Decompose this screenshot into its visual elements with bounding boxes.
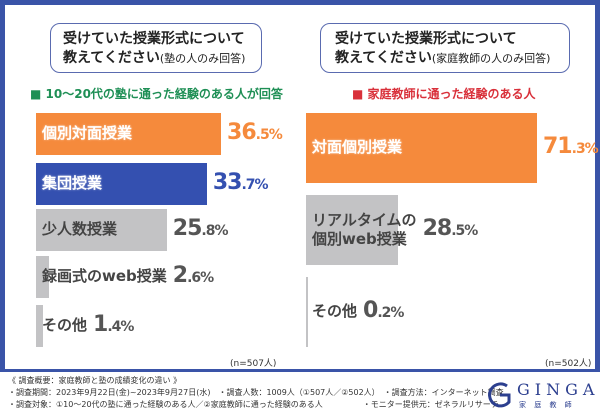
value-label: 25.8%	[172, 216, 229, 241]
value-label: 71.3%	[543, 134, 599, 159]
bar-0-1	[36, 163, 207, 205]
category-label: リアルタイムの 個別web授業	[312, 211, 417, 248]
category-label: 少人数授業	[42, 220, 118, 238]
bar-0-2	[36, 209, 167, 251]
value-label: 1.4%	[93, 312, 134, 337]
ginga-g-icon	[488, 382, 511, 408]
bar-1-2	[306, 277, 308, 347]
left-title-line2: 教えてください	[63, 50, 160, 66]
bar-0-0	[36, 113, 222, 155]
category-label: 録画式のweb授業	[42, 267, 167, 285]
category-label: 集団授業	[42, 174, 103, 192]
bar-0-3	[36, 256, 50, 298]
right-title-note: (家庭教師の人のみ回答)	[431, 52, 551, 65]
left-title-line1: 受けていた授業形式について	[63, 31, 245, 47]
right-subtitle: ■ 家庭教師に通った経験のある人	[352, 87, 536, 101]
value-label: 2.6%	[172, 263, 214, 288]
survey-footer: 《 調査概要：家庭教師と塾の成績変化の違い 》 ・調査期間：2023年9月22日…	[8, 376, 504, 409]
bar-0-4	[36, 305, 44, 347]
bar-1-0	[306, 113, 537, 183]
category-label: その他	[312, 302, 358, 320]
left-question-box: 受けていた授業形式について 教えてください(塾の人のみ回答)	[50, 23, 262, 73]
value-label: 28.5%	[422, 216, 479, 241]
right-title-line1: 受けていた授業形式について	[335, 31, 517, 47]
value-label: 0.2%	[363, 298, 404, 323]
ginga-logo: GINGA 家 庭 教 師	[485, 380, 595, 412]
left-n-label: (n=507人)	[230, 359, 277, 369]
value-label: 33.7%	[212, 170, 269, 195]
category-label: 個別対面授業	[42, 124, 133, 142]
right-title-line2: 教えてください	[335, 50, 432, 66]
bar-1-1	[306, 195, 399, 265]
right-question-box: 受けていた授業形式について 教えてください(家庭教師の人のみ回答)	[320, 23, 570, 73]
value-label: 36.5%	[227, 120, 283, 145]
left-subtitle: ■ 10〜20代の塾に通った経験のある人が回答	[30, 87, 283, 101]
right-n-label: (n=502人)	[545, 359, 592, 369]
left-title-note: (塾の人のみ回答)	[159, 52, 246, 65]
category-label: その他	[42, 316, 88, 334]
category-label: 対面個別授業	[312, 138, 403, 156]
